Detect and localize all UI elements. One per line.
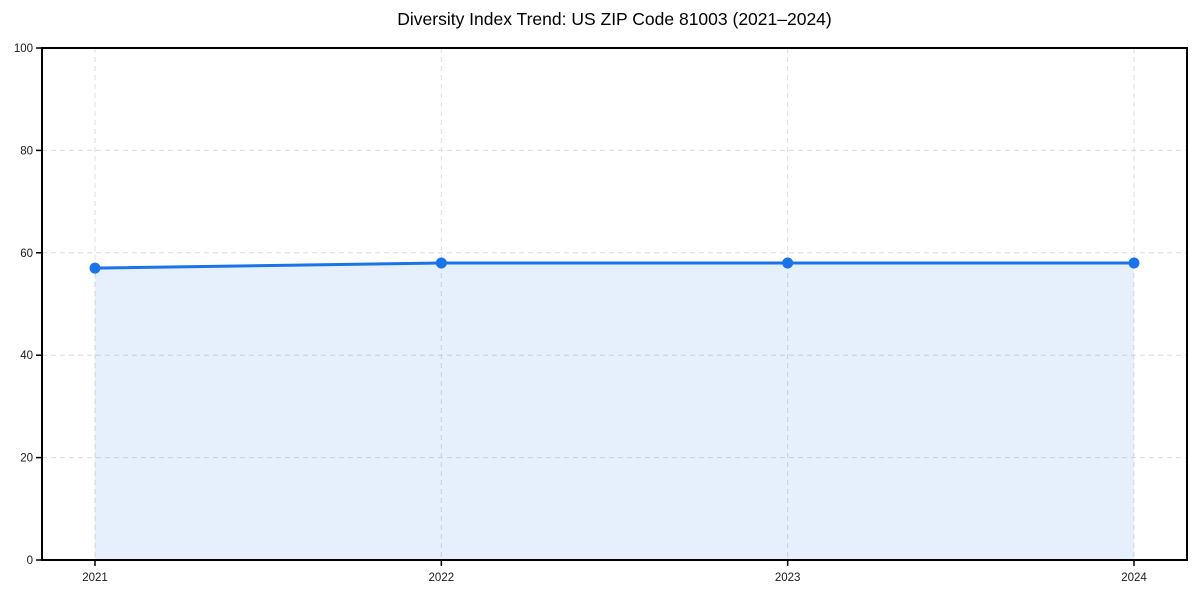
chart-title: Diversity Index Trend: US ZIP Code 81003… [397,9,832,29]
trend-line [93,261,1136,270]
x-tick-label-2021: 2021 [82,572,108,584]
axis-tick-labels: 0 20 40 60 80 100 2021 2022 2023 2024 [14,43,1148,584]
data-point-2021 [89,262,101,274]
x-tick-label-2022: 2022 [429,572,455,584]
y-tick-label-100: 100 [14,43,33,55]
data-point-2023 [782,257,794,269]
data-points [89,257,1140,274]
data-point-2022 [435,257,447,269]
series-area-fill [95,263,1134,560]
x-tick-label-2023: 2023 [775,572,801,584]
y-tick-label-80: 80 [20,145,33,157]
axis-ticks [36,47,1135,566]
y-tick-label-20: 20 [20,453,33,465]
axes-spines [41,47,1188,561]
data-point-2024 [1128,257,1140,269]
y-tick-label-60: 60 [20,248,33,260]
area-fill [95,263,1134,560]
y-tick-label-40: 40 [20,350,33,362]
x-tick-label-2024: 2024 [1121,572,1147,584]
y-tick-label-0: 0 [27,555,33,567]
plot-box [41,47,1188,561]
series-line [93,261,1136,270]
